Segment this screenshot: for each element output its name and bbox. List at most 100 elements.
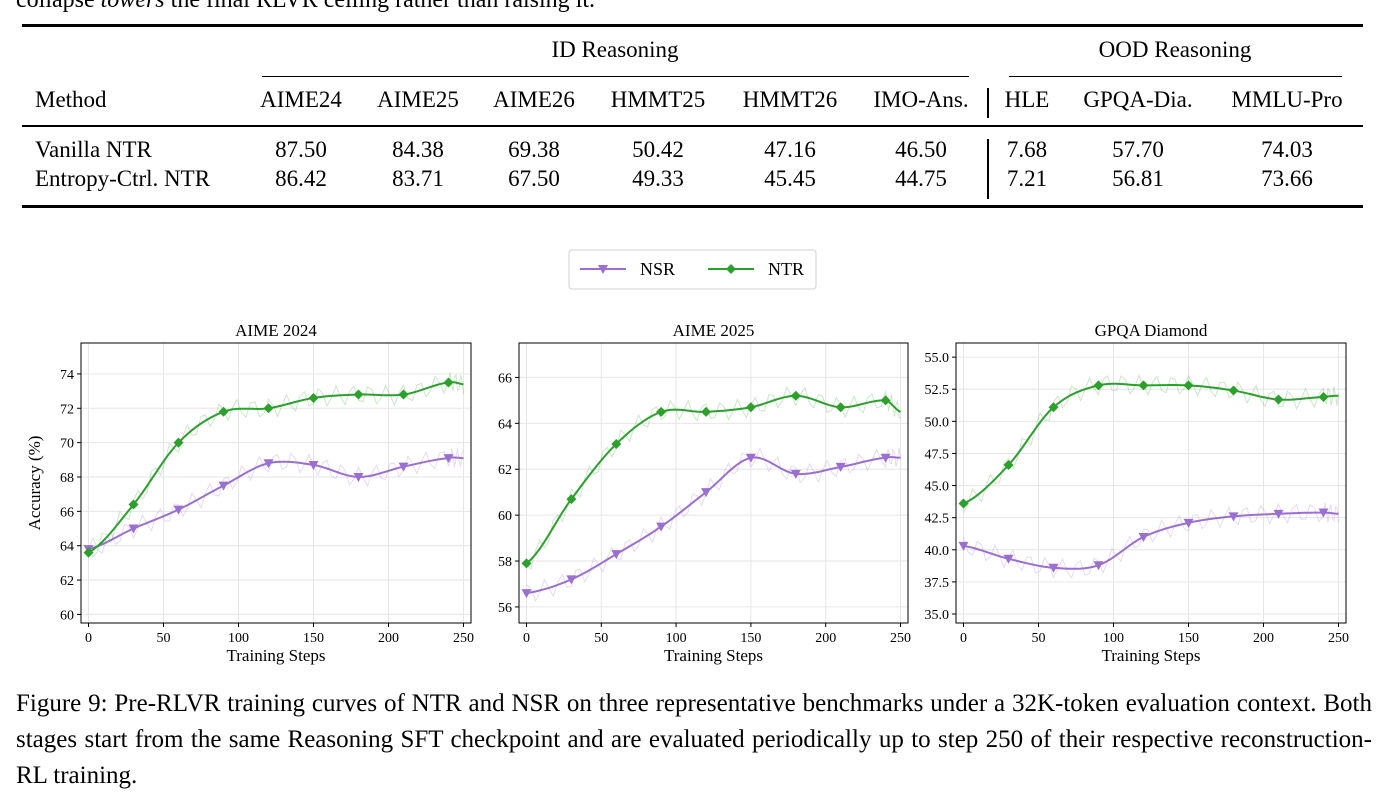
data-point-ntr [701,406,712,417]
chart-panel-2: 56 58 60 62 64 66 0 50 100 150 200 250 AIME 2025 Trai… [498,321,911,665]
y-tick-label: 42.5 [925,512,950,527]
col-header: AIME24 [260,87,342,112]
column-separator [987,88,989,118]
table-cell: 67.50 [508,166,560,191]
chart-legend: NSR NTR [568,249,817,290]
x-tick-label: 0 [523,631,530,646]
y-tick-label: 66 [498,371,512,386]
data-point-nsr [1318,508,1329,518]
table-cell: Vanilla NTR [35,137,152,162]
data-point-ntr [1093,380,1104,391]
data-point-nsr [880,453,891,463]
table-cell: 74.03 [1261,137,1313,162]
x-tick-label: 250 [890,631,911,646]
y-tick-label: 72 [60,402,74,417]
group-rule-ood [1009,76,1342,77]
chart-panel-1: 60 62 64 66 68 70 72 74 0 50 100 150 200 250 AIME 2024… [25,321,474,665]
data-point-ntr [1048,402,1059,413]
x-tick-label: 150 [303,631,324,646]
data-point-nsr [173,505,184,515]
x-axis-label: Training Steps [1101,646,1200,665]
data-point-ntr [83,547,94,558]
data-point-ntr [958,498,969,509]
series-line-ntr [87,380,464,554]
data-point-ntr [398,389,409,400]
data-point-ntr [443,377,454,388]
y-tick-label: 60 [60,608,74,623]
data-point-ntr [218,406,229,417]
data-point-ntr [745,402,756,413]
data-point-nsr [263,459,274,469]
series-raw-ntr [963,374,1339,513]
data-point-nsr [353,472,364,482]
data-point-nsr [745,453,756,463]
col-header: AIME26 [493,87,575,112]
data-point-nsr [1183,518,1194,528]
table-cell: 57.70 [1112,137,1164,162]
table-cell: 44.75 [895,166,947,191]
data-point-nsr [611,550,622,560]
y-tick-label: 66 [60,505,74,520]
table-cell: 7.21 [1006,166,1048,191]
data-point-ntr [308,392,319,403]
data-point-ntr [880,395,891,406]
y-tick-label: 37.5 [925,576,950,591]
x-tick-label: 200 [1253,631,1274,646]
x-tick-label: 50 [1032,631,1046,646]
legend-label: NSR [640,259,675,279]
data-point-nsr [1228,512,1239,522]
data-point-ntr [611,438,622,449]
series-raw-nsr [526,447,901,603]
series-line-nsr [963,511,1339,570]
chart-title: AIME 2025 [673,321,755,340]
data-point-nsr [218,481,229,491]
data-point-ntr [128,499,139,510]
data-point-nsr [1003,554,1014,564]
table-cell: 50.42 [632,137,684,162]
series-raw-ntr [88,372,464,559]
series-line-nsr [526,456,901,595]
table-cell: Entropy-Ctrl. NTR [35,166,211,191]
group-header-id: ID Reasoning [551,37,679,62]
chart-title: GPQA Diamond [1095,321,1208,340]
data-point-nsr [835,462,846,472]
y-tick-label: 70 [60,437,74,452]
plot-frame [955,342,1347,624]
data-point-nsr [1048,563,1059,573]
col-header: MMLU-Pro [1231,87,1343,112]
y-tick-label: 45.0 [925,480,950,495]
series-line-ntr [963,382,1339,505]
data-point-nsr [566,575,577,585]
data-point-ntr [353,389,364,400]
x-axis-label: Training Steps [226,646,325,665]
data-point-nsr [656,522,667,532]
legend-frame [568,249,817,290]
y-tick-label: 50.0 [925,415,950,430]
data-point-ntr [1138,380,1149,391]
y-tick-label: 64 [60,540,74,555]
table-cell: 7.68 [1006,137,1048,162]
data-point-nsr [521,589,532,599]
y-tick-label: 62 [498,463,512,478]
figure-charts: NSR NTR 60 62 64 66 68 70 72 74 0 50 100 150 200 250 AIM… [25,249,1350,665]
data-point-nsr [701,488,712,498]
y-axis-label: Accuracy (%) [25,436,44,531]
data-point-ntr [1318,391,1329,402]
table-cell: 45.45 [764,166,816,191]
y-tick-label: 68 [60,471,74,486]
legend-marker-ntr [726,264,736,274]
data-point-ntr [521,558,532,569]
y-tick-label: 74 [60,368,74,383]
chart-panel-3: 35.0 37.5 40.0 42.5 45.0 47.5 50.0 52.5 55.0 0 50 1… [925,321,1350,665]
table-bottom-rule [22,205,1363,208]
x-tick-label: 0 [85,631,92,646]
data-point-nsr [398,462,409,472]
x-tick-label: 200 [815,631,836,646]
table-cell: 86.42 [275,166,327,191]
col-header: HLE [1004,87,1050,112]
data-point-ntr [656,406,667,417]
x-tick-label: 100 [666,631,687,646]
col-header: HMMT25 [610,87,706,112]
x-tick-label: 150 [740,631,761,646]
data-point-ntr [173,437,184,448]
